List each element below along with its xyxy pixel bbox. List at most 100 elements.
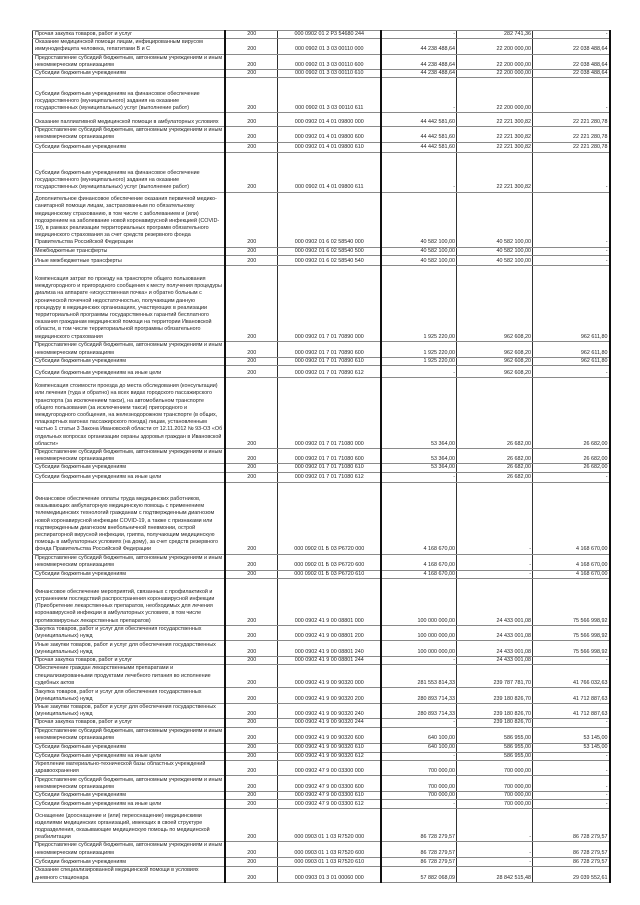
- approved-amount-cell: 4 168 670,00: [379, 481, 457, 555]
- budget-code-cell: 000 0902 47 9 00 03300 600: [277, 775, 381, 793]
- row-name-cell: Субсидии бюджетным учреждениям на иные ц…: [32, 365, 225, 379]
- executed-amount-cell: 700 000,00: [456, 759, 533, 777]
- row-name-cell: Укрепление материально-технической базы …: [32, 759, 225, 777]
- budget-code-cell: 000 0902 01 7 01 70890 000: [277, 264, 381, 342]
- line-code-cell: 200: [223, 471, 278, 483]
- executed-amount-cell: 22 221 300,82: [456, 126, 533, 143]
- row-name-cell: Закупка товаров, работ и услуг для обесп…: [32, 624, 225, 642]
- line-code-cell: 200: [223, 356, 278, 367]
- table-row: Субсидии бюджетным учреждениям 200 000 090…: [32, 856, 611, 867]
- executed-amount-cell: 24 433 001,08: [456, 640, 533, 658]
- approved-amount-cell: 44 442 581,60: [379, 126, 457, 143]
- line-code-cell: 200: [223, 569, 278, 579]
- unexecuted-amount-cell: -: [532, 656, 611, 666]
- table-row: Оказание паллиативной медицинской помощи…: [32, 112, 611, 128]
- approved-amount-cell: 40 582 100,00: [379, 246, 457, 256]
- row-name-cell: Закупка товаров, работ и услуг для обесп…: [32, 687, 225, 705]
- line-code-cell: 200: [223, 791, 278, 801]
- line-code-cell: 200: [223, 656, 278, 666]
- unexecuted-amount-cell: 22 038 488,64: [532, 69, 611, 79]
- line-code-cell: 200: [223, 865, 278, 883]
- line-code-cell: 200: [223, 726, 278, 744]
- line-code-cell: 200: [223, 808, 278, 843]
- line-code-cell: 200: [223, 742, 278, 753]
- row-name-cell: Субсидии бюджетным учреждениям на иные ц…: [32, 471, 225, 483]
- line-code-cell: 200: [223, 799, 278, 810]
- unexecuted-amount-cell: -: [532, 759, 611, 777]
- table-row: Обеспечение граждан лекарственными препа…: [32, 664, 611, 689]
- approved-amount-cell: 40 582 100,00: [379, 191, 457, 248]
- table-row: Предоставление субсидий бюджетным, автон…: [32, 340, 611, 358]
- table-row: Предоставление субсидий бюджетным, автон…: [32, 841, 611, 858]
- line-code-cell: 200: [223, 246, 278, 256]
- unexecuted-amount-cell: 29 039 552,61: [532, 865, 611, 883]
- table-row: Субсидии бюджетным учреждениям 200 000 090…: [32, 69, 611, 79]
- row-name-cell: Субсидии бюджетным учреждениям: [32, 463, 225, 473]
- executed-amount-cell: 239 180 826,70: [456, 703, 533, 720]
- approved-amount-cell: 53 364,00: [379, 448, 457, 465]
- table-row: Субсидии бюджетным учреждениям на иные ц…: [32, 471, 611, 483]
- unexecuted-amount-cell: 75 566 998,92: [532, 640, 611, 658]
- budget-code-cell: 000 0903 01 1 03 R7520 610: [277, 856, 381, 867]
- unexecuted-amount-cell: 26 682,00: [532, 448, 611, 465]
- unexecuted-amount-cell: 4 168 670,00: [532, 481, 611, 555]
- executed-amount-cell: -: [456, 841, 533, 858]
- row-name-cell: Субсидии бюджетным учреждениям: [32, 69, 225, 79]
- unexecuted-amount-cell: 22 038 488,64: [532, 53, 611, 71]
- executed-amount-cell: 239 787 781,70: [456, 664, 533, 689]
- approved-amount-cell: 700 000,00: [379, 759, 457, 777]
- budget-code-cell: 000 0902 01 3 03 00110 611: [277, 77, 381, 114]
- table-row: Предоставление субсидий бюджетным, автон…: [32, 448, 611, 465]
- table-row: Субсидии бюджетным учреждениям 200 000 090…: [32, 742, 611, 753]
- budget-code-cell: 000 0902 47 9 00 03300 000: [277, 759, 381, 777]
- line-code-cell: 200: [223, 687, 278, 705]
- budget-code-cell: 000 0902 01 2 Р3 54680 244: [277, 29, 381, 40]
- budget-code-cell: 000 0902 01 4 01 09800 000: [277, 112, 381, 128]
- unexecuted-amount-cell: 962 611,80: [532, 356, 611, 367]
- executed-amount-cell: 962 608,20: [456, 356, 533, 367]
- line-code-cell: 200: [223, 553, 278, 571]
- line-code-cell: 200: [223, 856, 278, 867]
- table-row: Финансовое обеспечение мероприятий, связ…: [32, 577, 611, 626]
- table-row: Субсидии бюджетным учреждениям 200 000 090…: [32, 569, 611, 579]
- unexecuted-amount-cell: 22 221 280,78: [532, 141, 611, 153]
- line-code-cell: 200: [223, 38, 278, 55]
- table-row: Прочая закупка товаров, работ и услуг 200…: [32, 29, 611, 40]
- row-name-cell: Оснащение (дооснащение и (или) переоснащ…: [32, 808, 225, 843]
- table-row: Иные закупки товаров, работ и услуг для …: [32, 640, 611, 658]
- unexecuted-amount-cell: -: [532, 791, 611, 801]
- row-name-cell: Иные закупки товаров, работ и услуг для …: [32, 640, 225, 658]
- row-name-cell: Оказание паллиативной медицинской помощи…: [32, 112, 225, 128]
- line-code-cell: 200: [223, 377, 278, 450]
- approved-amount-cell: -: [379, 656, 457, 666]
- unexecuted-amount-cell: 26 682,00: [532, 377, 611, 450]
- executed-amount-cell: 700 000,00: [456, 775, 533, 793]
- row-name-cell: Субсидии бюджетным учреждениям на иные ц…: [32, 799, 225, 810]
- approved-amount-cell: -: [379, 471, 457, 483]
- unexecuted-amount-cell: -: [532, 77, 611, 114]
- executed-amount-cell: 28 842 515,48: [456, 865, 533, 883]
- budget-code-cell: 000 0902 01 7 01 70890 600: [277, 340, 381, 358]
- unexecuted-amount-cell: 22 038 488,64: [532, 38, 611, 55]
- table-row: Субсидии бюджетным учреждениям на иные ц…: [32, 751, 611, 761]
- line-code-cell: 200: [223, 69, 278, 79]
- row-name-cell: Предоставление субсидий бюджетным, автон…: [32, 340, 225, 358]
- executed-amount-cell: 22 221 300,82: [456, 112, 533, 128]
- budget-code-cell: 000 0902 01 7 01 71080 612: [277, 471, 381, 483]
- row-name-cell: Субсидии бюджетным учреждениям: [32, 569, 225, 579]
- table-row: Предоставление субсидий бюджетным, автон…: [32, 775, 611, 793]
- approved-amount-cell: -: [379, 718, 457, 728]
- row-name-cell: Предоставление субсидий бюджетным, автон…: [32, 841, 225, 858]
- executed-amount-cell: 962 608,20: [456, 365, 533, 379]
- row-name-cell: Межбюджетные трансферты: [32, 246, 225, 256]
- executed-amount-cell: 700 000,00: [456, 799, 533, 810]
- unexecuted-amount-cell: 86 728 279,57: [532, 841, 611, 858]
- line-code-cell: 200: [223, 264, 278, 342]
- executed-amount-cell: 586 955,00: [456, 751, 533, 761]
- row-name-cell: Иные межбюджетные трансферты: [32, 254, 225, 266]
- unexecuted-amount-cell: -: [532, 799, 611, 810]
- budget-code-cell: 000 0902 01 7 01 70890 610: [277, 356, 381, 367]
- approved-amount-cell: 700 000,00: [379, 791, 457, 801]
- approved-amount-cell: 280 893 714,33: [379, 687, 457, 705]
- budget-code-cell: 000 0902 01 6 02 58540 540: [277, 254, 381, 266]
